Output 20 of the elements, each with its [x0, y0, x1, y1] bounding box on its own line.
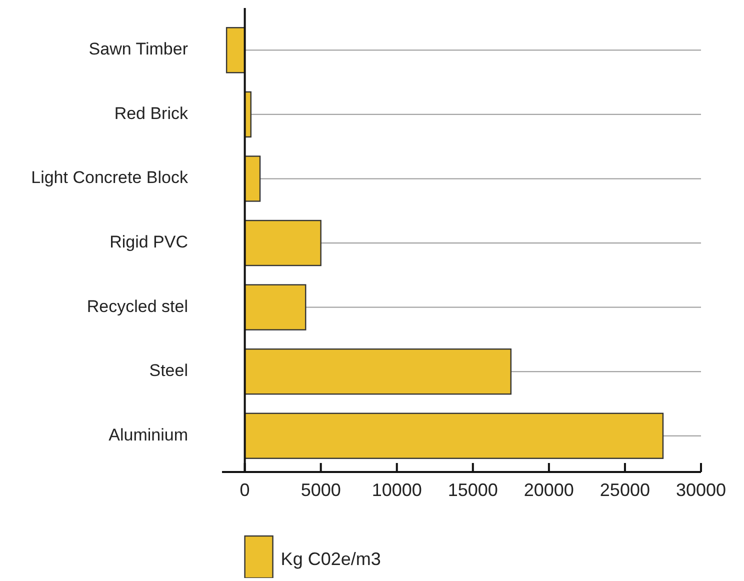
- bar: [226, 27, 246, 74]
- y-tick-label: Light Concrete Block: [31, 168, 188, 188]
- bar: [244, 284, 306, 330]
- y-tick-label: Red Brick: [114, 104, 188, 123]
- bar: [244, 220, 322, 266]
- x-tick-label: 10000: [372, 480, 422, 500]
- y-tick-label: Aluminium: [108, 425, 188, 444]
- x-tick-label: 25000: [600, 480, 650, 500]
- y-tick-label: Steel: [149, 361, 188, 380]
- x-tick-label: 20000: [524, 480, 574, 500]
- x-tick-label: 0: [240, 480, 250, 500]
- y-tick-label: Rigid PVC: [110, 232, 188, 252]
- x-tick-label: 15000: [448, 480, 498, 500]
- x-tick-label: 30000: [676, 480, 726, 500]
- bar: [244, 348, 512, 395]
- x-tick-label: 5000: [300, 480, 341, 500]
- y-tick-label: Recycled stel: [86, 296, 188, 316]
- y-tick-label: Sawn Timber: [88, 40, 188, 59]
- bar: [244, 412, 664, 459]
- legend-label: Kg C02e/m3: [280, 548, 381, 569]
